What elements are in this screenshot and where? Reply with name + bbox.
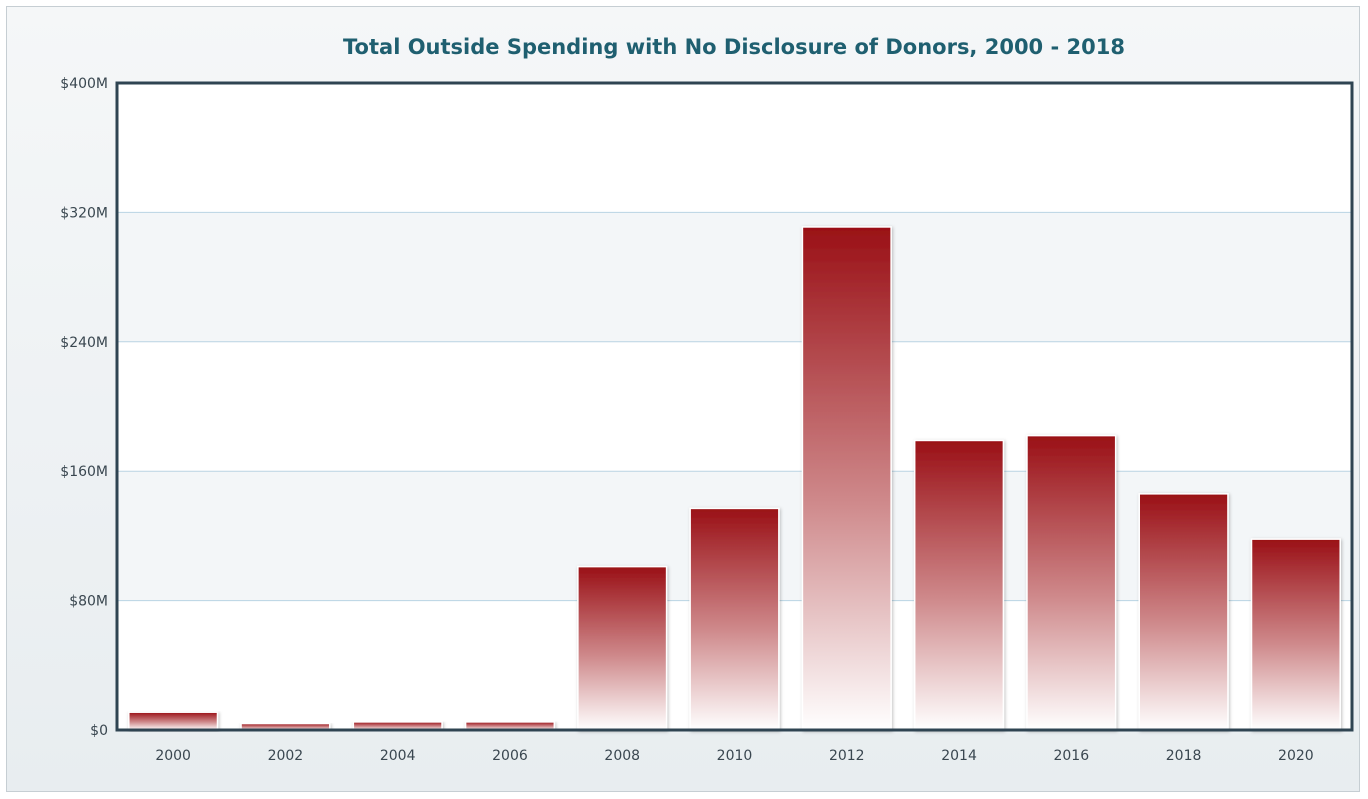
y-tick-label: $0	[90, 723, 108, 739]
y-axis-ticks: $0 $80M $160M $240M $320M $400M	[60, 76, 108, 739]
bar	[1026, 434, 1117, 731]
plot-border	[115, 81, 1354, 732]
y-tick-label: $80M	[69, 594, 108, 610]
plot-band	[117, 83, 1352, 213]
bar	[577, 565, 668, 731]
x-tick-label: 2002	[268, 748, 304, 764]
y-tick-label: $320M	[60, 205, 108, 221]
bar	[913, 439, 1005, 731]
bar	[689, 507, 780, 731]
x-tick-label: 2010	[717, 748, 753, 764]
x-tick-label: 2006	[492, 748, 528, 764]
plot-band	[117, 341, 1352, 472]
x-tick-label: 2004	[380, 748, 416, 764]
x-tick-label: 2008	[604, 748, 640, 764]
x-tick-label: 2014	[941, 748, 977, 764]
x-tick-label: 2020	[1278, 748, 1314, 764]
y-tick-label: $240M	[60, 335, 108, 351]
x-axis-ticks: 2000 2002 2004 2006 2008 2010 2012 2014 2016 2018…	[155, 748, 1313, 764]
y-tick-label: $400M	[60, 76, 108, 92]
bars	[128, 226, 1341, 731]
bar	[128, 711, 219, 731]
x-tick-label: 2000	[155, 748, 191, 764]
plot-band	[117, 212, 1352, 342]
bar	[1250, 538, 1341, 731]
bar	[801, 226, 892, 731]
y-tick-label: $160M	[60, 464, 108, 480]
x-tick-label: 2016	[1053, 748, 1089, 764]
bar	[1138, 493, 1229, 731]
x-tick-label: 2012	[829, 748, 865, 764]
x-tick-label: 2018	[1166, 748, 1202, 764]
chart-title: Total Outside Spending with No Disclosur…	[343, 35, 1125, 59]
